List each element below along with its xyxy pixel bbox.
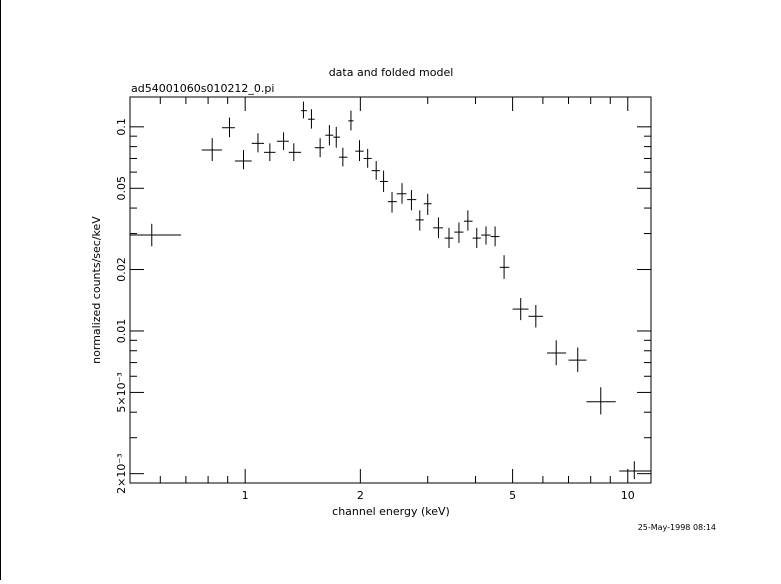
y-tick-label: 5×10⁻³ [115,372,128,412]
data-point [339,147,348,167]
data-point [433,217,444,239]
data-point [379,170,388,192]
plot-frame [129,96,652,484]
data-point [512,298,529,321]
window-left-border [0,0,1,580]
data-point [276,132,289,151]
x-tick-label: 10 [621,489,635,502]
data-point [251,133,265,153]
data-point [568,347,587,372]
y-tick-label: 0.02 [115,257,128,282]
data-point [619,461,651,480]
data-point [222,117,235,138]
data-point [444,227,454,248]
data-point [454,222,464,243]
data-points [130,101,651,480]
data-point [547,340,567,366]
data-point [308,109,315,129]
y-axis-label: normalized counts/sec/keV [90,216,103,364]
data-point [481,226,491,245]
x-tick-label: 5 [509,489,516,502]
data-point [586,387,616,415]
data-point [264,143,276,162]
data-point [234,150,252,170]
data-point [363,148,372,168]
file-label: ad54001060s010212_0.pi [131,82,274,95]
y-tick-label: 0.1 [115,118,128,135]
data-point [472,227,481,248]
plot-title: data and folded model [329,66,454,79]
data-point [201,138,223,162]
y-axis: 0.1 0.05 0.02 0.01 5×10⁻³ 2×10⁻³ [115,118,651,494]
y-tick-label: 2×10⁻³ [115,453,128,493]
data-point [387,191,397,213]
data-point [371,161,380,180]
y-tick-label: 0.01 [115,319,128,344]
data-point [288,143,302,162]
data-point [325,125,334,146]
y-tick-label: 0.05 [115,176,128,201]
x-tick-label: 1 [242,489,249,502]
x-tick-label: 2 [357,489,364,502]
data-point [314,138,325,158]
x-axis-label: channel energy (keV) [332,505,450,518]
data-point [499,255,510,279]
x-axis: 1 2 5 10 [129,97,635,502]
data-point [423,193,432,215]
data-point [348,110,354,131]
data-point [415,210,424,231]
data-point [463,210,473,231]
data-point [333,126,341,148]
data-point [528,305,543,328]
data-point [301,101,307,119]
data-point [396,183,407,204]
data-point [130,223,182,247]
timestamp: 25-May-1998 08:14 [638,523,716,532]
data-point [490,226,500,247]
data-point [355,140,364,162]
data-point [407,190,417,211]
